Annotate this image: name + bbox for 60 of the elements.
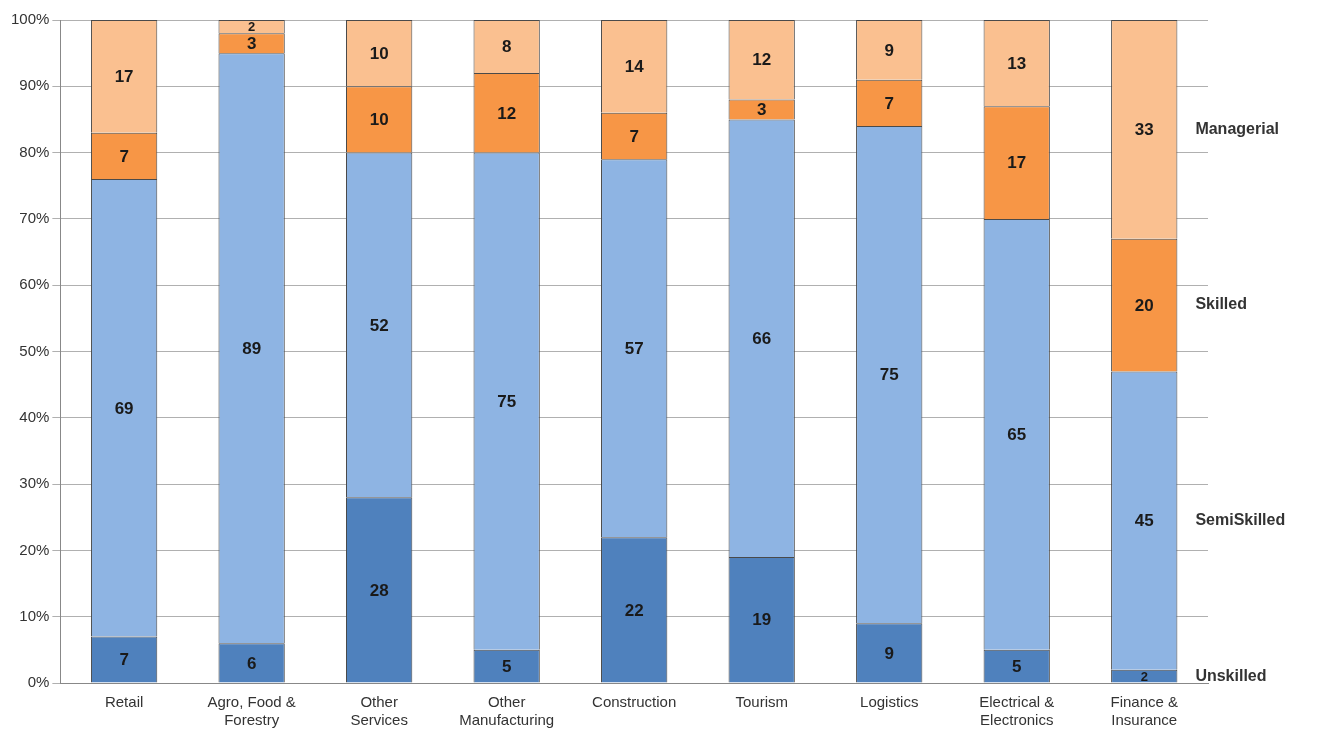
x-tick-label: Other Manufacturing	[459, 693, 555, 729]
data-label: 12	[752, 50, 772, 70]
y-tick-label: 60%	[19, 275, 50, 293]
series-label: Skilled	[1195, 295, 1247, 313]
data-label: 3	[246, 33, 257, 53]
data-label: 10	[369, 110, 389, 130]
y-tick-label: 40%	[19, 407, 50, 425]
data-label: 69	[114, 398, 134, 418]
data-label: 45	[1134, 511, 1154, 531]
data-label: 2	[248, 19, 256, 35]
x-tick-label: Logistics	[860, 693, 919, 711]
y-tick-label: 0%	[27, 673, 50, 691]
data-label: 5	[1011, 656, 1022, 676]
data-label: 13	[1007, 53, 1027, 73]
data-label: 17	[114, 67, 134, 87]
x-tick-label: Other Services	[350, 693, 408, 729]
data-label: 66	[752, 328, 772, 348]
data-label: 65	[1007, 425, 1027, 445]
x-tick-label: Tourism	[735, 693, 788, 711]
data-label: 9	[884, 40, 894, 60]
x-tick-label: Construction	[592, 693, 677, 711]
data-label: 17	[1007, 153, 1027, 173]
data-label: 89	[242, 338, 262, 358]
x-tick-label: Electrical & Electronics	[979, 693, 1055, 729]
data-label: 7	[119, 650, 129, 670]
y-tick-label: 90%	[19, 76, 50, 94]
y-tick-label: 70%	[19, 209, 50, 227]
data-label: 10	[369, 43, 389, 63]
data-label: 19	[752, 610, 772, 630]
x-tick-label: Finance & Insurance	[1110, 693, 1179, 729]
data-label: 2	[1140, 668, 1148, 684]
x-tick-label: Agro, Food & Forestry	[207, 693, 296, 729]
data-label: 75	[879, 365, 899, 385]
y-tick-label: 80%	[19, 142, 50, 160]
data-label: 9	[884, 643, 894, 663]
y-tick-label: 10%	[19, 606, 50, 624]
data-label: 14	[624, 57, 645, 77]
data-label: 8	[501, 37, 512, 57]
series-label: SemiSkilled	[1195, 510, 1286, 528]
y-tick-label: 20%	[19, 540, 50, 558]
data-label: 52	[369, 315, 389, 335]
data-label: 7	[119, 146, 129, 166]
data-label: 33	[1134, 120, 1154, 140]
data-label: 75	[497, 391, 517, 411]
data-label: 57	[624, 338, 644, 358]
data-label: 6	[246, 653, 257, 673]
data-label: 7	[629, 126, 639, 146]
data-label: 20	[1134, 295, 1154, 315]
data-label: 12	[497, 103, 517, 123]
data-label: 22	[624, 600, 644, 620]
data-label: 3	[756, 100, 767, 120]
y-tick-label: 50%	[19, 341, 50, 359]
data-label: 28	[369, 580, 389, 600]
series-label: Managerial	[1195, 119, 1279, 137]
x-tick-label: Retail	[104, 693, 144, 711]
series-label: Unskilled	[1195, 666, 1267, 684]
data-label: 5	[501, 656, 512, 676]
y-tick-label: 30%	[19, 474, 50, 492]
data-label: 7	[884, 93, 894, 113]
y-tick-label: 100%	[10, 10, 50, 28]
